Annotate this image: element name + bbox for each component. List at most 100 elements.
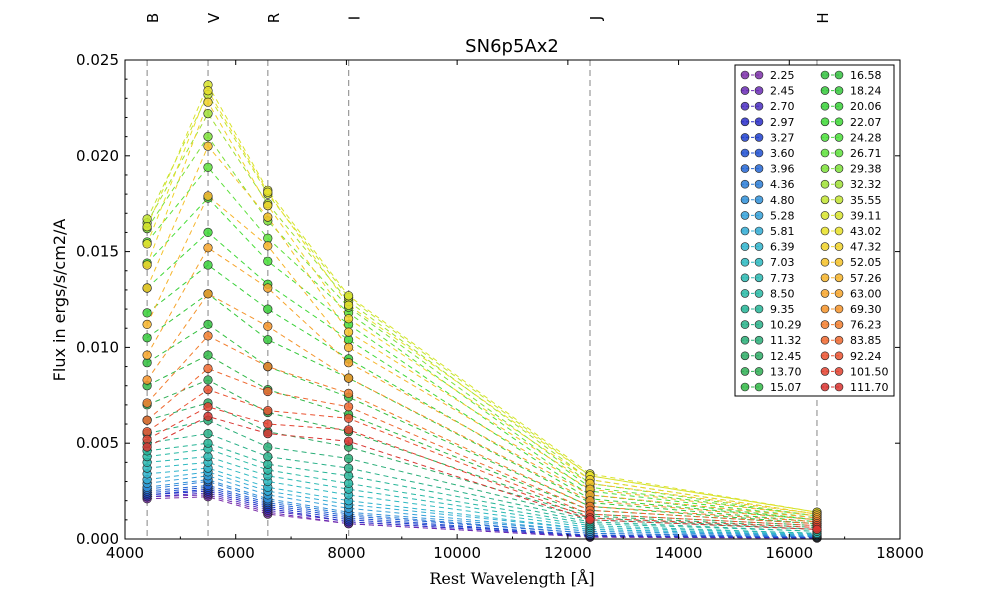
y-tick-label: 0.015 [76, 243, 119, 261]
data-point [263, 386, 273, 397]
legend-label: 4.36 [770, 178, 795, 191]
data-point [142, 350, 152, 360]
legend-label: 7.03 [770, 256, 795, 269]
legend-marker [740, 320, 750, 329]
data-point [263, 321, 273, 331]
legend-label: 83.85 [850, 334, 882, 347]
series-line-16.58 [146, 323, 818, 525]
x-tick-label: 14000 [655, 544, 703, 562]
legend-marker [754, 289, 764, 298]
data-point [344, 358, 354, 368]
data-point [263, 212, 273, 222]
legend-marker [834, 211, 844, 220]
data-point [344, 314, 354, 324]
legend-marker [820, 351, 830, 361]
band-label-H: H [814, 12, 832, 23]
legend-marker [820, 320, 830, 329]
legend-marker [820, 70, 830, 80]
data-point [142, 222, 152, 232]
legend-marker [834, 320, 844, 329]
data-point [263, 256, 273, 266]
data-point [344, 436, 354, 446]
data-point [203, 191, 213, 201]
legend-marker [754, 179, 764, 189]
legend-marker [754, 195, 764, 205]
legend-label: 43.02 [850, 225, 882, 238]
legend-label: 92.24 [850, 350, 882, 363]
legend-marker [754, 273, 764, 283]
data-point [142, 319, 152, 330]
legend-label: 12.45 [770, 350, 802, 363]
data-point [142, 308, 152, 318]
legend-label: 18.24 [850, 85, 882, 98]
legend-marker [834, 335, 844, 345]
legend-marker [834, 148, 844, 158]
data-point [263, 442, 273, 452]
legend-label: 22.07 [850, 116, 882, 129]
series-line-111.70 [146, 415, 818, 530]
x-axis-label: Rest Wavelength [Å] [429, 568, 594, 588]
legend-marker [820, 164, 830, 173]
legend-label: 5.81 [770, 225, 795, 238]
series-line-9.35 [147, 442, 818, 532]
series-line-2.25 [147, 496, 818, 539]
data-point [344, 291, 354, 301]
series-line-3.60 [147, 486, 818, 538]
data-point [142, 415, 152, 425]
band-label-J: J [587, 16, 605, 21]
series-line-6.39 [147, 467, 818, 535]
legend-marker [740, 86, 750, 95]
data-point [263, 459, 273, 469]
data-point [142, 260, 152, 270]
data-point [263, 241, 273, 251]
legend-label: 3.96 [770, 163, 795, 176]
legend-marker [834, 117, 844, 127]
data-point [203, 350, 213, 360]
band-label-V: V [205, 12, 223, 23]
legend-marker [820, 382, 830, 392]
data-point [263, 335, 273, 345]
legend-marker [834, 382, 844, 392]
legend-marker [834, 70, 844, 80]
data-point [203, 411, 213, 422]
series-line-69.30 [146, 293, 818, 521]
data-point [344, 327, 354, 337]
data-point [203, 438, 213, 448]
legend-label: 32.32 [850, 178, 882, 191]
legend-marker [754, 70, 764, 80]
data-point [263, 304, 273, 314]
legend-marker [740, 117, 750, 127]
data-point [203, 331, 213, 341]
legend-marker [820, 101, 830, 111]
legend-marker [834, 179, 844, 189]
legend-marker [740, 101, 750, 111]
legend-marker [740, 179, 750, 189]
legend-label: 52.05 [850, 256, 882, 269]
legend-marker [820, 367, 830, 376]
legend-marker [834, 367, 844, 376]
data-point [344, 425, 354, 435]
legend-marker [740, 382, 750, 392]
y-axis: 0.000 0.005 0.010 0.015 0.020 0.025 [76, 51, 900, 548]
legend-marker [834, 242, 844, 251]
legend-marker [754, 304, 764, 314]
legend-label: 26.71 [850, 147, 882, 160]
data-point [585, 515, 595, 525]
series-line-3.27 [147, 488, 818, 538]
series-line-26.71 [146, 166, 818, 517]
series-line-7.73 [147, 456, 818, 534]
data-point [344, 413, 354, 423]
legend-marker [820, 257, 830, 267]
legend-label: 47.32 [850, 241, 882, 254]
series-line-101.50 [146, 406, 818, 528]
y-tick-label: 0.000 [76, 530, 119, 548]
data-point [203, 375, 213, 385]
legend-marker [754, 86, 764, 95]
data-point [142, 398, 152, 408]
series-line-22.07 [146, 231, 818, 521]
series-line-83.85 [146, 367, 818, 525]
legend-marker [820, 179, 830, 189]
data-point [263, 452, 273, 462]
legend-marker [754, 257, 764, 267]
